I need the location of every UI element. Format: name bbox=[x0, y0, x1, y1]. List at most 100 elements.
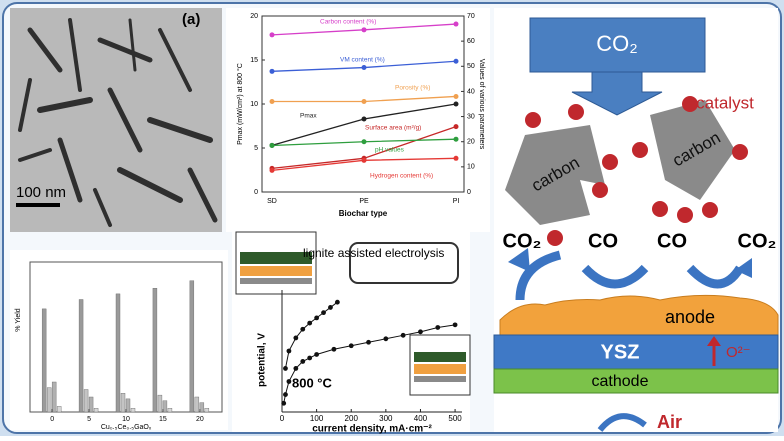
bar bbox=[158, 395, 162, 412]
point bbox=[362, 99, 367, 104]
bar bbox=[205, 408, 209, 412]
x-axis-label: current density, mA·cm⁻² bbox=[312, 424, 432, 435]
bar bbox=[52, 382, 56, 412]
point bbox=[314, 352, 319, 357]
point bbox=[283, 366, 288, 371]
x-tick-label: 20 bbox=[196, 416, 204, 423]
point bbox=[335, 300, 340, 305]
annotation: 800 °C bbox=[292, 375, 333, 390]
chart-panel bbox=[226, 8, 490, 232]
y-axis-label: Pmax (mW/cm²) at 800 °C bbox=[236, 63, 244, 145]
point bbox=[270, 168, 275, 173]
point bbox=[362, 139, 367, 144]
point bbox=[321, 310, 326, 315]
anode-label: anode bbox=[665, 307, 715, 327]
x-tick-label: 5 bbox=[87, 416, 91, 423]
y2-tick-label: 10 bbox=[467, 164, 475, 171]
cathode-label: cathode bbox=[592, 373, 649, 390]
point bbox=[293, 366, 298, 371]
scale-bar-label: 100 nm bbox=[16, 184, 66, 201]
point bbox=[307, 356, 312, 361]
point bbox=[307, 321, 312, 326]
x-tick-label: 10 bbox=[122, 416, 130, 423]
y2-tick-label: 50 bbox=[467, 63, 475, 70]
x-tick-label: 0 bbox=[50, 416, 54, 423]
bar bbox=[42, 309, 46, 412]
point bbox=[300, 359, 305, 364]
x-tick-label: PI bbox=[453, 198, 460, 205]
bar bbox=[153, 288, 157, 412]
gas-label: CO₂ bbox=[738, 230, 777, 252]
point bbox=[418, 329, 423, 334]
ion-label: O²⁻ bbox=[726, 344, 751, 361]
y-axis-label: % Yield bbox=[15, 308, 22, 331]
series-label: Pmax bbox=[300, 113, 317, 120]
annotation-box bbox=[258, 297, 322, 321]
x-tick-label: PE bbox=[359, 198, 369, 205]
point bbox=[328, 305, 333, 310]
y2-tick-label: 70 bbox=[467, 13, 475, 20]
x-tick-label: 200 bbox=[345, 414, 359, 423]
y-axis-label: potential, V bbox=[257, 333, 268, 387]
bar bbox=[47, 388, 51, 412]
y2-tick-label: 40 bbox=[467, 88, 475, 95]
point bbox=[270, 69, 275, 74]
electrolyte-label: YSZ bbox=[601, 341, 640, 363]
point bbox=[300, 327, 305, 332]
bar bbox=[200, 403, 204, 412]
y-tick-label: 20 bbox=[250, 13, 258, 20]
bar bbox=[131, 408, 135, 412]
x-tick-label: SD bbox=[267, 198, 277, 205]
inlet-label: CO₂ bbox=[596, 31, 638, 56]
point bbox=[362, 116, 367, 121]
series-label: Hydrogen content (%) bbox=[370, 173, 433, 180]
x-tick-label: 100 bbox=[310, 414, 324, 423]
diagram bbox=[494, 8, 778, 432]
catalyst-label: catalyst bbox=[696, 93, 754, 112]
series-label: Carbon content (%) bbox=[320, 19, 376, 26]
y2-axis-label: Values of various parameters bbox=[478, 59, 485, 150]
bar bbox=[195, 397, 199, 412]
point bbox=[454, 59, 459, 64]
panel-label: (a) bbox=[182, 11, 200, 28]
point bbox=[270, 32, 275, 37]
gas-label: CO bbox=[657, 230, 687, 252]
bar bbox=[57, 406, 61, 412]
point bbox=[454, 137, 459, 142]
page: (a) 100 nm lignite assisted electrolysis… bbox=[0, 0, 784, 436]
gas-label: CO bbox=[588, 230, 618, 252]
x-tick-label: 15 bbox=[159, 416, 167, 423]
point bbox=[366, 340, 371, 345]
series-label: Surface area (m²/g) bbox=[365, 125, 421, 132]
y-tick-label: 0 bbox=[254, 189, 258, 196]
y2-tick-label: 30 bbox=[467, 113, 475, 120]
point bbox=[454, 102, 459, 107]
bar bbox=[89, 397, 93, 412]
x-tick-label: 500 bbox=[448, 414, 462, 423]
gas-label: CO₂ bbox=[503, 230, 542, 252]
y-tick-label: 10 bbox=[250, 101, 258, 108]
point bbox=[270, 99, 275, 104]
point bbox=[362, 158, 367, 163]
point bbox=[349, 343, 354, 348]
y2-tick-label: 0 bbox=[467, 189, 471, 196]
bar bbox=[121, 393, 125, 412]
y-tick-label: 15 bbox=[250, 57, 258, 64]
figure: (a) 100 nm lignite assisted electrolysis… bbox=[0, 0, 784, 436]
bar bbox=[163, 401, 167, 412]
annotation: lignite assisted electrolysis bbox=[303, 246, 444, 260]
x-axis-label: Cu₀.₅Ce₀.₅GaOₓ bbox=[101, 424, 152, 431]
air-label: Air bbox=[657, 412, 682, 432]
point bbox=[270, 143, 275, 148]
y-tick-label: 5 bbox=[254, 145, 258, 152]
x-tick-label: 0 bbox=[280, 414, 285, 423]
point bbox=[283, 392, 288, 397]
x-tick-label: 400 bbox=[414, 414, 428, 423]
point bbox=[401, 333, 406, 338]
x-tick-label: 300 bbox=[379, 414, 393, 423]
point bbox=[281, 401, 286, 406]
point bbox=[435, 325, 440, 330]
point bbox=[454, 124, 459, 129]
point bbox=[453, 322, 458, 327]
point bbox=[454, 156, 459, 161]
